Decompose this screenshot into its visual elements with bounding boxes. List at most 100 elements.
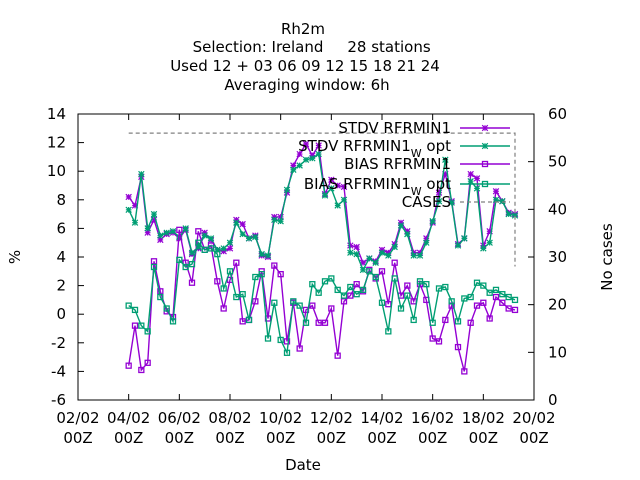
data-point: [150, 210, 158, 218]
data-point: [454, 318, 462, 325]
data-point: [277, 271, 284, 278]
data-point: [435, 198, 443, 205]
data-point: [385, 249, 392, 256]
y-tick-label: 4: [56, 248, 66, 266]
data-point: [138, 322, 145, 329]
data-point: [296, 150, 303, 158]
data-point: [499, 198, 506, 205]
data-point: [334, 182, 341, 189]
y-axis-label: %: [6, 250, 24, 264]
data-point: [309, 152, 316, 159]
data-point: [429, 319, 436, 326]
data-point: [220, 285, 227, 292]
data-point: [138, 366, 145, 374]
series-line: [128, 132, 516, 267]
data-point: [486, 289, 493, 296]
data-point: [340, 292, 348, 299]
data-point: [302, 140, 310, 148]
data-point: [347, 242, 354, 249]
legend-label-cases: CASES: [402, 193, 451, 211]
legend-item-bias-rfrmin1: BIAS RFRMIN1: [344, 155, 510, 173]
data-point: [290, 298, 297, 305]
data-point: [410, 316, 417, 324]
legend-marker: [481, 124, 489, 132]
y-tick-label: 6: [56, 219, 66, 237]
data-point: [347, 292, 354, 299]
data-point: [214, 278, 221, 285]
data-point: [467, 293, 474, 301]
data-point: [404, 282, 411, 289]
data-point: [138, 170, 145, 178]
data-point: [226, 245, 234, 252]
data-point: [315, 319, 322, 326]
data-point: [416, 252, 424, 259]
data-point: [492, 293, 500, 301]
data-point: [442, 316, 449, 324]
data-point: [429, 335, 436, 342]
data-point: [492, 196, 500, 204]
data-point: [511, 306, 519, 314]
data-point: [442, 170, 449, 178]
data-point: [290, 162, 297, 169]
data-point: [378, 249, 386, 256]
data-point: [195, 243, 202, 251]
legend-marker: [481, 160, 489, 168]
data-point: [277, 218, 284, 225]
x-tick-label-date: 18/02: [462, 409, 505, 427]
y2-tick-label: 20: [548, 296, 567, 314]
y-tick-label: -4: [51, 362, 66, 380]
data-point: [144, 359, 151, 366]
data-point: [144, 225, 151, 232]
data-point: [315, 289, 322, 296]
data-point: [334, 352, 341, 359]
data-point: [448, 298, 455, 305]
data-point: [131, 306, 139, 314]
data-point: [264, 335, 272, 342]
data-point: [416, 278, 424, 285]
data-point: [404, 228, 411, 235]
data-point: [188, 249, 196, 256]
data-point: [473, 302, 481, 309]
data-point: [391, 259, 398, 266]
legend: STDV RFRMIN1 STDV RFRMIN1W opt BIAS RFRM…: [298, 119, 510, 211]
data-point: [125, 206, 132, 214]
data-point: [435, 285, 443, 292]
title-line-4: Averaging window: 6h: [224, 76, 389, 94]
data-point: [397, 305, 405, 312]
data-point: [264, 252, 272, 259]
x-tick-label-date: 16/02: [411, 409, 454, 427]
data-point: [461, 235, 468, 242]
data-point: [347, 249, 354, 256]
data-point: [404, 292, 411, 299]
x-tick-label-hour: 00Z: [519, 429, 548, 447]
data-point: [372, 259, 379, 266]
y-tick-label: -6: [51, 391, 66, 409]
y2-tick-label: 60: [548, 105, 567, 123]
data-point: [277, 336, 284, 344]
data-point: [410, 252, 417, 259]
y2-axis-label: No cases: [598, 223, 616, 291]
data-point: [125, 362, 132, 369]
y-tick-label: 12: [47, 134, 66, 152]
data-point: [385, 328, 392, 335]
data-point: [309, 302, 316, 309]
data-point: [473, 279, 481, 286]
data-point: [492, 286, 500, 294]
data-point: [252, 233, 259, 241]
data-point: [214, 250, 221, 258]
x-tick-label-hour: 00Z: [418, 429, 447, 447]
data-point: [372, 273, 379, 281]
data-point: [195, 239, 202, 246]
data-point: [163, 305, 170, 312]
data-point: [486, 239, 493, 246]
x-tick-label-hour: 00Z: [63, 429, 92, 447]
data-point: [302, 319, 310, 326]
data-point: [467, 170, 474, 178]
data-point: [359, 259, 367, 266]
data-point: [226, 239, 234, 246]
data-point: [423, 281, 430, 288]
x-tick-label-date: 10/02: [259, 409, 302, 427]
data-point: [473, 175, 481, 182]
y2-tick-label: 0: [548, 391, 558, 409]
legend-marker: [481, 180, 489, 188]
